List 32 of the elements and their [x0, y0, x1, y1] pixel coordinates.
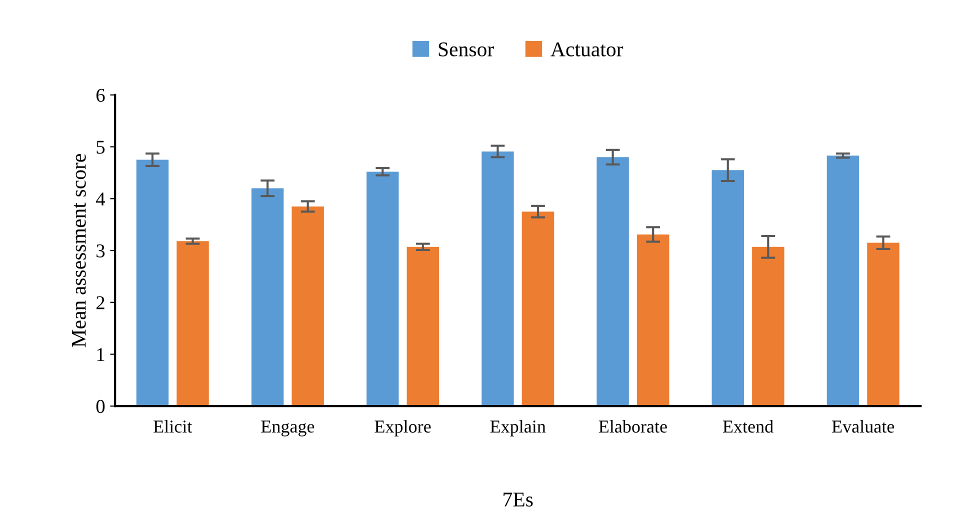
- bar: [176, 241, 209, 406]
- bar: [136, 160, 169, 406]
- legend-label: Actuator: [550, 42, 624, 56]
- bar: [752, 246, 784, 406]
- y-tick-label: 1: [97, 348, 104, 361]
- x-axis-title: 7Es: [504, 492, 533, 507]
- bar: [251, 188, 284, 406]
- bar: [712, 170, 744, 406]
- y-tick-label: 2: [96, 296, 104, 310]
- bar: [366, 172, 399, 406]
- legend-label: Sensor: [438, 42, 494, 56]
- bar: [867, 242, 900, 406]
- bar: [636, 234, 670, 406]
- bar: [826, 156, 860, 406]
- bar: [482, 151, 514, 406]
- y-tick-label: 4: [96, 192, 106, 206]
- x-tick-label: Explore: [374, 420, 431, 436]
- x-tick-label: Explain: [490, 420, 546, 436]
- x-tick-label: Evaluate: [832, 420, 894, 433]
- y-tick-label: 0: [96, 400, 105, 414]
- bar: [596, 157, 629, 406]
- y-tick-label: 6: [96, 88, 105, 102]
- x-tick-label: Elaborate: [598, 420, 667, 433]
- x-tick-label: Elicit: [154, 420, 192, 433]
- y-tick-label: 5: [96, 140, 105, 154]
- y-tick-label: 3: [96, 244, 105, 258]
- bar: [406, 246, 440, 406]
- bar: [292, 206, 324, 406]
- y-axis-title: Mean assessment score: [72, 154, 86, 348]
- x-tick-label: Engage: [261, 420, 314, 436]
- bar: [522, 212, 554, 406]
- x-tick-label: Extend: [722, 420, 774, 433]
